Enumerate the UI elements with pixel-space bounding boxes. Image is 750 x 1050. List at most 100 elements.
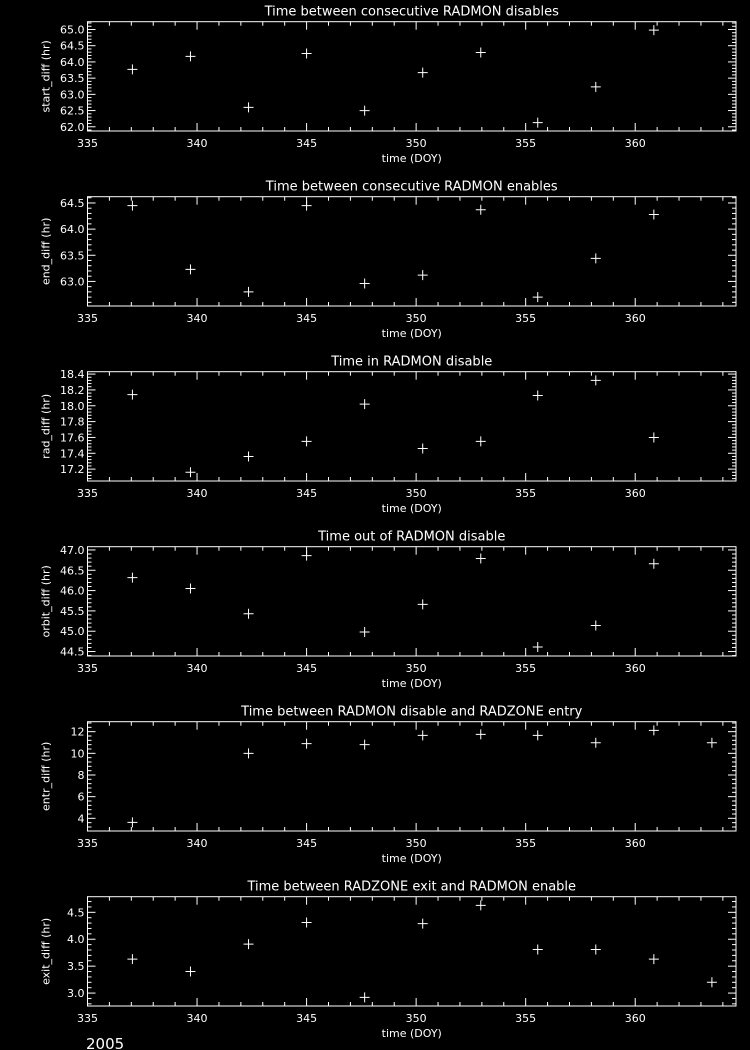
x-tick-label: 335 bbox=[77, 662, 98, 675]
y-tick-label: 46.5 bbox=[60, 564, 85, 577]
y-tick-label: 64.5 bbox=[60, 197, 85, 210]
plot-frame bbox=[87, 896, 737, 1007]
x-tick-label: 340 bbox=[187, 487, 208, 500]
x-tick-label: 355 bbox=[515, 487, 536, 500]
data-point bbox=[359, 278, 370, 289]
subplot-5: Time between RADMON disable and RADZONE … bbox=[40, 705, 737, 865]
data-point bbox=[532, 390, 543, 401]
x-tick-label: 355 bbox=[515, 837, 536, 850]
y-tick-label: 46.0 bbox=[60, 585, 85, 598]
plot-title: Time out of RADMON disable bbox=[317, 530, 505, 545]
y-tick-label: 12 bbox=[71, 726, 85, 739]
y-tick-label: 18.4 bbox=[60, 368, 85, 381]
y-tick-label: 17.4 bbox=[60, 447, 85, 460]
plot-title: Time between consecutive RADMON enables bbox=[265, 180, 558, 195]
data-point bbox=[532, 730, 543, 741]
x-tick-label: 340 bbox=[187, 137, 208, 150]
data-point bbox=[301, 917, 312, 928]
data-point bbox=[532, 944, 543, 955]
x-tick-label: 340 bbox=[187, 662, 208, 675]
x-tick-label: 360 bbox=[625, 312, 646, 325]
data-point bbox=[532, 292, 543, 303]
data-point bbox=[127, 572, 138, 583]
data-point bbox=[648, 209, 659, 220]
x-axis-label: time (DOY) bbox=[382, 502, 442, 515]
data-point bbox=[301, 738, 312, 749]
data-point bbox=[532, 642, 543, 653]
x-axis-label: time (DOY) bbox=[382, 677, 442, 690]
x-tick-label: 355 bbox=[515, 1012, 536, 1025]
x-tick-label: 345 bbox=[296, 837, 317, 850]
y-tick-label: 17.8 bbox=[60, 416, 85, 429]
plot-title: Time between RADZONE exit and RADMON ena… bbox=[246, 880, 576, 895]
x-tick-label: 335 bbox=[77, 137, 98, 150]
plot-frame bbox=[87, 721, 737, 832]
data-point bbox=[243, 102, 254, 113]
data-point bbox=[359, 399, 370, 410]
data-point bbox=[243, 451, 254, 462]
y-tick-label: 64.0 bbox=[60, 223, 85, 236]
x-tick-label: 335 bbox=[77, 837, 98, 850]
plot-frame bbox=[87, 196, 737, 307]
data-point bbox=[359, 627, 370, 638]
x-tick-label: 345 bbox=[296, 137, 317, 150]
subplot-2: Time between consecutive RADMON enables t… bbox=[40, 180, 737, 340]
data-point bbox=[475, 900, 486, 911]
y-tick-label: 64.0 bbox=[60, 56, 85, 69]
y-tick-label: 8 bbox=[78, 769, 85, 782]
data-point bbox=[417, 599, 428, 610]
plot-frame bbox=[87, 546, 737, 657]
plot-title: Time in RADMON disable bbox=[330, 355, 492, 370]
x-tick-label: 345 bbox=[296, 1012, 317, 1025]
x-axis-label: time (DOY) bbox=[382, 152, 442, 165]
subplot-3: Time in RADMON disable time (DOY) rad_diff… bbox=[40, 355, 737, 515]
data-point bbox=[127, 64, 138, 75]
x-tick-label: 340 bbox=[187, 312, 208, 325]
x-tick-label: 350 bbox=[406, 1012, 427, 1025]
data-point bbox=[301, 48, 312, 59]
plot-title: Time between consecutive RADMON disables bbox=[264, 5, 560, 20]
footer-year: 2005 bbox=[86, 1035, 124, 1050]
data-point bbox=[417, 443, 428, 454]
x-tick-label: 360 bbox=[625, 137, 646, 150]
data-point bbox=[590, 81, 601, 92]
y-tick-label: 3.5 bbox=[67, 960, 85, 973]
data-point bbox=[359, 739, 370, 750]
x-tick-label: 345 bbox=[296, 487, 317, 500]
x-tick-label: 340 bbox=[187, 837, 208, 850]
y-tick-label: 44.5 bbox=[60, 646, 85, 659]
data-point bbox=[590, 944, 601, 955]
y-tick-label: 4 bbox=[78, 812, 85, 825]
data-point bbox=[590, 620, 601, 631]
data-point bbox=[185, 51, 196, 62]
x-tick-label: 335 bbox=[77, 487, 98, 500]
y-axis-label: orbit_diff (hr) bbox=[40, 565, 53, 637]
data-point bbox=[359, 992, 370, 1003]
y-tick-label: 65.0 bbox=[60, 23, 85, 36]
data-point bbox=[648, 432, 659, 443]
data-point bbox=[185, 966, 196, 977]
y-tick-label: 4.0 bbox=[67, 933, 85, 946]
x-axis-label: time (DOY) bbox=[382, 852, 442, 865]
y-tick-label: 63.0 bbox=[60, 275, 85, 288]
data-point bbox=[590, 737, 601, 748]
x-tick-label: 345 bbox=[296, 312, 317, 325]
data-point bbox=[301, 550, 312, 561]
y-axis-label: end_diff (hr) bbox=[40, 218, 53, 285]
y-tick-label: 4.5 bbox=[67, 906, 85, 919]
y-axis-label: rad_diff (hr) bbox=[40, 394, 53, 459]
plot-frame bbox=[87, 21, 737, 132]
x-tick-label: 360 bbox=[625, 837, 646, 850]
data-point bbox=[243, 286, 254, 297]
data-point bbox=[417, 730, 428, 741]
data-point bbox=[475, 47, 486, 58]
x-tick-label: 355 bbox=[515, 312, 536, 325]
data-point bbox=[590, 253, 601, 264]
data-point bbox=[127, 954, 138, 965]
y-tick-label: 64.5 bbox=[60, 40, 85, 53]
x-tick-label: 350 bbox=[406, 137, 427, 150]
data-point bbox=[127, 200, 138, 211]
x-tick-label: 350 bbox=[406, 837, 427, 850]
data-point bbox=[417, 918, 428, 929]
data-point bbox=[475, 204, 486, 215]
